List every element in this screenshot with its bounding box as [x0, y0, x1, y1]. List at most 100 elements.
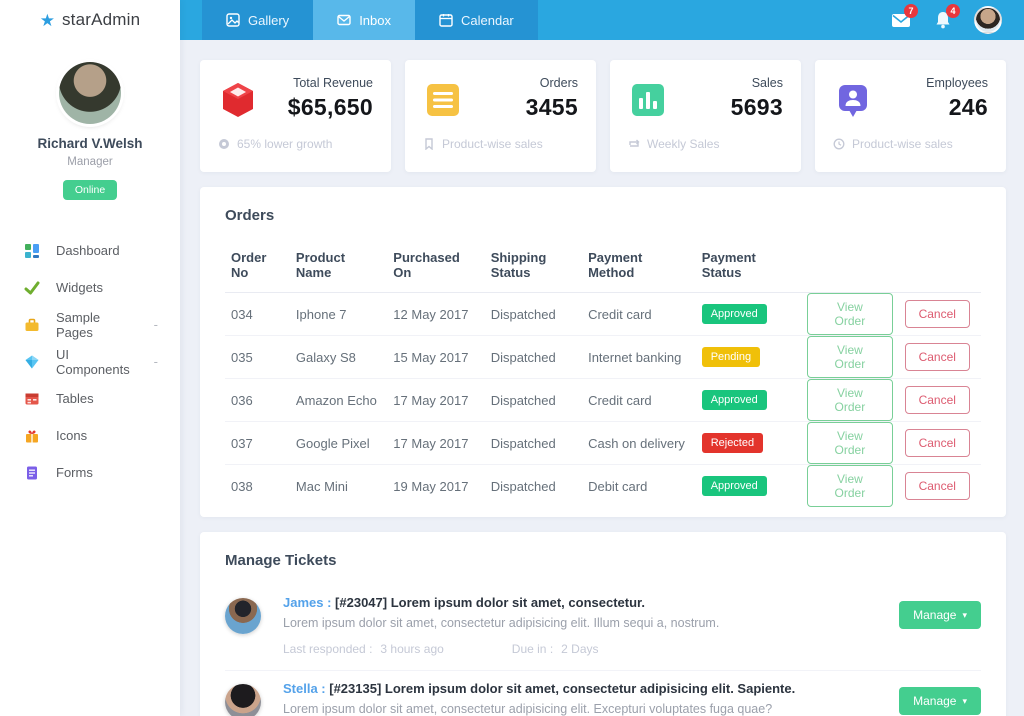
sidebar-item-label: Forms — [56, 465, 93, 480]
sidebar-item-label: Icons — [56, 428, 88, 443]
online-status-badge: Online — [62, 180, 118, 200]
col-view-action — [801, 240, 899, 293]
purchased-on: 17 May 2017 — [387, 378, 485, 422]
star-logo-icon: ★ — [39, 10, 55, 30]
ticket-title-text: [#23047] Lorem ipsum dolor sit amet, con… — [335, 595, 645, 610]
product-name: Amazon Echo — [289, 378, 388, 422]
stat-card-sales: Sales 5693 Weekly Sales — [610, 60, 801, 172]
nav-tab-inbox[interactable]: Inbox — [313, 0, 415, 40]
order-row: 036 Amazon Echo 17 May 2017 Dispatched C… — [225, 378, 981, 422]
order-no: 038 — [231, 478, 253, 494]
shipping-status: Dispatched — [484, 335, 583, 379]
payment-status-badge: Approved — [701, 390, 767, 410]
col-product-name: Product Name — [289, 240, 388, 293]
orders-list-icon — [427, 84, 459, 116]
mail-icon — [892, 14, 910, 27]
widgets-icon — [24, 281, 40, 294]
stat-card-employees: Employees 246 Product-wise sales — [815, 60, 1006, 172]
ticket-user-link[interactable]: James : — [283, 595, 332, 610]
view-order-button[interactable]: View Order — [807, 422, 893, 464]
manage-button[interactable]: Manage ▾ — [899, 687, 981, 715]
stat-card-revenue: Total Revenue $65,650 65% lower growth — [200, 60, 391, 172]
sidebar: ★ starAdmin Richard V.Welsh Manager Onli… — [0, 0, 180, 716]
manage-button-label: Manage — [913, 694, 957, 708]
sidebar-item-label: UI Components — [56, 346, 130, 377]
top-navbar: Gallery Inbox Calendar — [180, 0, 1024, 40]
sidebar-item-label: Tables — [56, 391, 94, 406]
shipping-status: Dispatched — [484, 292, 583, 336]
stat-label: Sales — [751, 76, 783, 90]
notifications-button[interactable]: 4 — [932, 4, 960, 31]
sample-pages-icon — [25, 318, 39, 331]
ticket-description: Lorem ipsum dolor sit amet, consectetur … — [283, 616, 720, 630]
view-order-button[interactable]: View Order — [807, 465, 893, 507]
payment-method: Credit card — [582, 292, 696, 336]
stat-footer-text: Weekly Sales — [647, 137, 720, 151]
user-avatar[interactable] — [974, 6, 1002, 34]
col-order-no: Order No — [225, 240, 290, 293]
payment-status-badge: Rejected — [701, 433, 764, 453]
sidebar-item-dashboard[interactable]: Dashboard — [24, 232, 180, 269]
shipping-status: Dispatched — [484, 378, 583, 422]
topbar-actions: 7 4 — [890, 0, 1024, 40]
sidebar-item-ui-components[interactable]: UI Components - — [24, 343, 180, 380]
stat-card-orders: Orders 3455 Product-wise sales — [405, 60, 596, 172]
chevron-down-icon: ▾ — [962, 609, 967, 620]
stat-value: 3455 — [525, 94, 578, 120]
last-responded-label: Last responded : — [283, 642, 373, 656]
brand[interactable]: ★ starAdmin — [0, 0, 180, 40]
cancel-order-button[interactable]: Cancel — [904, 386, 970, 414]
profile-avatar[interactable] — [59, 62, 121, 124]
bell-icon — [936, 12, 950, 29]
sidebar-profile: Richard V.Welsh Manager Online — [0, 40, 180, 218]
product-name: Mac Mini — [295, 478, 348, 494]
order-row: 037 Google Pixel 17 May 2017 Dispatched … — [225, 421, 981, 465]
notification-count-badge: 4 — [946, 4, 960, 18]
col-payment-status: Payment Status — [695, 240, 802, 293]
view-order-button[interactable]: View Order — [807, 379, 893, 421]
brand-name: starAdmin — [61, 10, 141, 29]
payment-method: Internet banking — [582, 335, 696, 379]
stat-label: Total Revenue — [293, 76, 373, 90]
sidebar-item-sample-pages[interactable]: Sample Pages - — [24, 306, 180, 343]
col-shipping-status: Shipping Status — [484, 240, 583, 293]
employees-person-icon — [839, 85, 867, 117]
main-content: Total Revenue $65,650 65% lower growth — [180, 40, 1024, 716]
col-cancel-action — [898, 240, 981, 293]
due-in-label: Due in : — [511, 642, 554, 656]
tables-icon — [25, 393, 39, 404]
calendar-icon — [439, 14, 453, 27]
view-order-button[interactable]: View Order — [807, 293, 893, 335]
manage-button[interactable]: Manage ▾ — [899, 601, 981, 629]
product-name: Google Pixel — [289, 421, 388, 465]
sidebar-menu: Dashboard Widgets Sample Pages - — [0, 218, 180, 491]
nav-tabs: Gallery Inbox Calendar — [202, 0, 538, 40]
cancel-order-button[interactable]: Cancel — [904, 472, 970, 500]
payment-method: Cash on delivery — [582, 421, 696, 465]
sidebar-item-widgets[interactable]: Widgets — [24, 269, 180, 306]
sidebar-item-label: Sample Pages — [56, 309, 101, 340]
sidebar-item-forms[interactable]: Forms — [24, 454, 180, 491]
stat-label: Employees — [926, 76, 988, 90]
nav-tab-gallery[interactable]: Gallery — [202, 0, 314, 40]
sidebar-item-icons[interactable]: Icons — [24, 417, 180, 454]
order-no: 034 — [225, 292, 290, 336]
nav-tab-calendar[interactable]: Calendar — [415, 0, 538, 40]
chevron-down-icon: ▾ — [962, 695, 967, 706]
mail-button[interactable]: 7 — [890, 4, 918, 31]
forms-icon — [27, 466, 37, 479]
sidebar-item-tables[interactable]: Tables — [24, 380, 180, 417]
mail-count-badge: 7 — [904, 4, 918, 18]
ticket-item: James : [#23047] Lorem ipsum dolor sit a… — [225, 585, 981, 671]
ticket-user-link[interactable]: Stella : — [283, 681, 326, 696]
cancel-order-button[interactable]: Cancel — [904, 343, 970, 371]
cancel-order-button[interactable]: Cancel — [904, 429, 970, 457]
view-order-button[interactable]: View Order — [807, 336, 893, 378]
purchased-on: 17 May 2017 — [387, 421, 485, 465]
order-no: 037 — [225, 421, 290, 465]
payment-status-badge: Pending — [701, 347, 761, 367]
cancel-order-button[interactable]: Cancel — [904, 300, 970, 328]
tickets-panel: Manage Tickets James : [#23047] Lorem ip… — [200, 532, 1006, 716]
ticket-title-text: [#23135] Lorem ipsum dolor sit amet, con… — [329, 681, 796, 696]
last-responded-value: 3 hours ago — [380, 642, 444, 656]
